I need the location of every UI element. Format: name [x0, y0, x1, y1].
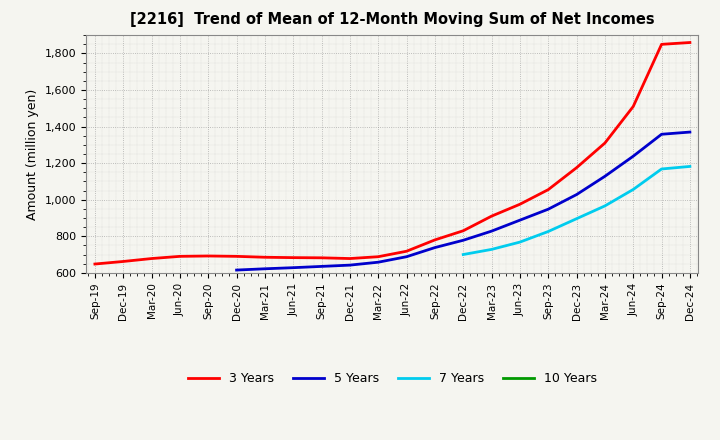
3 Years [374, 254, 382, 259]
3 Years [600, 140, 609, 146]
3 Years [318, 255, 326, 260]
3 Years [431, 237, 439, 242]
Line: 5 Years: 5 Years [237, 132, 690, 270]
5 Years [346, 263, 354, 268]
7 Years [487, 247, 496, 252]
5 Years [402, 254, 411, 259]
5 Years [374, 260, 382, 265]
5 Years [289, 265, 297, 270]
Line: 3 Years: 3 Years [95, 43, 690, 264]
5 Years [685, 129, 694, 135]
5 Years [261, 266, 269, 271]
3 Years [572, 165, 581, 170]
5 Years [459, 238, 467, 243]
5 Years [544, 206, 552, 212]
3 Years [544, 187, 552, 192]
3 Years [346, 256, 354, 261]
5 Years [487, 228, 496, 234]
3 Years [657, 42, 666, 47]
7 Years [629, 187, 637, 192]
3 Years [459, 228, 467, 233]
3 Years [119, 259, 127, 264]
3 Years [91, 261, 99, 267]
7 Years [600, 203, 609, 209]
7 Years [657, 166, 666, 172]
3 Years [261, 255, 269, 260]
5 Years [318, 264, 326, 269]
Line: 7 Years: 7 Years [463, 166, 690, 254]
5 Years [600, 174, 609, 179]
3 Years [685, 40, 694, 45]
Y-axis label: Amount (million yen): Amount (million yen) [27, 88, 40, 220]
7 Years [459, 252, 467, 257]
Legend: 3 Years, 5 Years, 7 Years, 10 Years: 3 Years, 5 Years, 7 Years, 10 Years [183, 367, 602, 390]
3 Years [629, 104, 637, 109]
5 Years [516, 217, 524, 223]
7 Years [516, 239, 524, 245]
7 Years [685, 164, 694, 169]
5 Years [572, 192, 581, 197]
3 Years [204, 253, 212, 259]
3 Years [176, 254, 184, 259]
7 Years [572, 216, 581, 221]
3 Years [487, 213, 496, 219]
5 Years [233, 268, 241, 273]
Title: [2216]  Trend of Mean of 12-Month Moving Sum of Net Incomes: [2216] Trend of Mean of 12-Month Moving … [130, 12, 654, 27]
3 Years [289, 255, 297, 260]
7 Years [544, 229, 552, 234]
3 Years [402, 249, 411, 254]
5 Years [657, 132, 666, 137]
5 Years [431, 245, 439, 250]
3 Years [516, 202, 524, 207]
3 Years [148, 256, 156, 261]
5 Years [629, 154, 637, 159]
3 Years [233, 254, 241, 259]
